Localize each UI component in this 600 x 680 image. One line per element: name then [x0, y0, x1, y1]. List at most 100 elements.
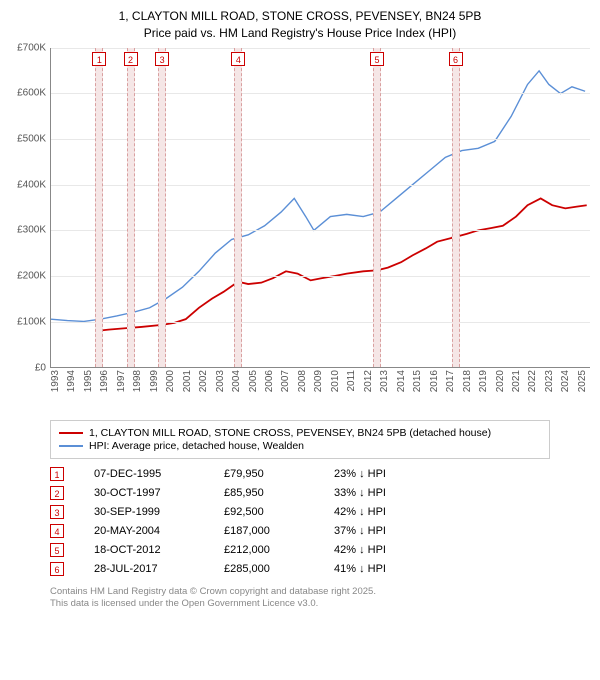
- plot-region: 1 2 3 4 5 6: [50, 48, 590, 368]
- sale-marker-band: [95, 48, 103, 367]
- legend-item: 1, CLAYTON MILL ROAD, STONE CROSS, PEVEN…: [59, 427, 541, 439]
- table-row: 6 28-JUL-2017 £285,000 41% ↓ HPI: [50, 562, 590, 576]
- footer-attribution: Contains HM Land Registry data © Crown c…: [50, 586, 590, 611]
- sale-marker-label: 1: [92, 52, 106, 66]
- title-block: 1, CLAYTON MILL ROAD, STONE CROSS, PEVEN…: [10, 8, 590, 42]
- table-price: £285,000: [224, 563, 304, 575]
- table-row: 5 18-OCT-2012 £212,000 42% ↓ HPI: [50, 543, 590, 557]
- table-marker: 1: [50, 467, 64, 481]
- sale-marker-label: 4: [231, 52, 245, 66]
- title-line-2: Price paid vs. HM Land Registry's House …: [10, 25, 590, 42]
- footer-line-2: This data is licensed under the Open Gov…: [50, 598, 590, 610]
- sale-marker-band: [373, 48, 381, 367]
- table-marker: 3: [50, 505, 64, 519]
- y-tick-label: £100K: [17, 316, 46, 327]
- x-tick-label: 1996: [99, 370, 110, 392]
- y-tick-label: £700K: [17, 42, 46, 53]
- title-line-1: 1, CLAYTON MILL ROAD, STONE CROSS, PEVEN…: [10, 8, 590, 25]
- x-tick-label: 2014: [396, 370, 407, 392]
- table-marker: 4: [50, 524, 64, 538]
- sale-marker-band: [158, 48, 166, 367]
- y-tick-label: £500K: [17, 134, 46, 145]
- x-tick-label: 2021: [511, 370, 522, 392]
- x-tick-label: 2023: [544, 370, 555, 392]
- table-marker: 2: [50, 486, 64, 500]
- table-marker: 5: [50, 543, 64, 557]
- x-tick-label: 2012: [363, 370, 374, 392]
- table-price: £79,950: [224, 468, 304, 480]
- sale-marker-label: 2: [124, 52, 138, 66]
- table-price: £212,000: [224, 544, 304, 556]
- legend-label: HPI: Average price, detached house, Weal…: [89, 440, 304, 452]
- x-axis: 1993199419951996199719981999200020012002…: [50, 370, 590, 418]
- series-price_paid: [99, 198, 586, 330]
- table-diff: 33% ↓ HPI: [334, 487, 434, 499]
- table-row: 4 20-MAY-2004 £187,000 37% ↓ HPI: [50, 524, 590, 538]
- sale-marker-label: 3: [155, 52, 169, 66]
- table-row: 2 30-OCT-1997 £85,950 33% ↓ HPI: [50, 486, 590, 500]
- x-tick-label: 1997: [116, 370, 127, 392]
- table-date: 30-SEP-1999: [94, 506, 194, 518]
- y-tick-label: £600K: [17, 88, 46, 99]
- x-tick-label: 2024: [560, 370, 571, 392]
- chart-container: 1, CLAYTON MILL ROAD, STONE CROSS, PEVEN…: [0, 0, 600, 680]
- x-tick-label: 1999: [149, 370, 160, 392]
- x-tick-label: 2020: [495, 370, 506, 392]
- footer-line-1: Contains HM Land Registry data © Crown c…: [50, 586, 590, 598]
- x-tick-label: 2015: [412, 370, 423, 392]
- sale-marker-band: [452, 48, 460, 367]
- table-date: 07-DEC-1995: [94, 468, 194, 480]
- table-price: £187,000: [224, 525, 304, 537]
- x-tick-label: 2006: [264, 370, 275, 392]
- x-tick-label: 2007: [280, 370, 291, 392]
- x-tick-label: 2011: [346, 370, 357, 392]
- sale-marker-band: [234, 48, 242, 367]
- table-date: 20-MAY-2004: [94, 525, 194, 537]
- y-tick-label: £300K: [17, 225, 46, 236]
- legend-label: 1, CLAYTON MILL ROAD, STONE CROSS, PEVEN…: [89, 427, 491, 439]
- y-tick-label: £200K: [17, 271, 46, 282]
- table-row: 107-DEC-1995£79,95023% ↓ HPI: [50, 467, 590, 481]
- x-tick-label: 2001: [182, 370, 193, 392]
- table-marker: 6: [50, 562, 64, 576]
- legend-swatch: [59, 445, 83, 447]
- x-tick-label: 2013: [379, 370, 390, 392]
- x-tick-label: 2019: [478, 370, 489, 392]
- x-tick-label: 2025: [577, 370, 588, 392]
- table-diff: 42% ↓ HPI: [334, 506, 434, 518]
- table-date: 28-JUL-2017: [94, 563, 194, 575]
- legend: 1, CLAYTON MILL ROAD, STONE CROSS, PEVEN…: [50, 420, 550, 459]
- x-tick-label: 2003: [215, 370, 226, 392]
- x-tick-label: 2008: [297, 370, 308, 392]
- table-price: £85,950: [224, 487, 304, 499]
- sale-marker-band: [127, 48, 135, 367]
- x-tick-label: 2005: [248, 370, 259, 392]
- table-row: 3 30-SEP-1999 £92,500 42% ↓ HPI: [50, 505, 590, 519]
- table-price: £92,500: [224, 506, 304, 518]
- x-tick-label: 2002: [198, 370, 209, 392]
- y-tick-label: £0: [35, 362, 46, 373]
- x-tick-label: 1995: [83, 370, 94, 392]
- table-diff: 37% ↓ HPI: [334, 525, 434, 537]
- legend-item: HPI: Average price, detached house, Weal…: [59, 440, 541, 452]
- table-date: 18-OCT-2012: [94, 544, 194, 556]
- sale-marker-label: 6: [449, 52, 463, 66]
- sale-marker-label: 5: [370, 52, 384, 66]
- x-tick-label: 1993: [50, 370, 61, 392]
- x-tick-label: 1994: [66, 370, 77, 392]
- table-date: 30-OCT-1997: [94, 487, 194, 499]
- y-tick-label: £400K: [17, 179, 46, 190]
- x-tick-label: 2022: [527, 370, 538, 392]
- table-diff: 42% ↓ HPI: [334, 544, 434, 556]
- x-tick-label: 2009: [313, 370, 324, 392]
- x-tick-label: 2004: [231, 370, 242, 392]
- transaction-table: 107-DEC-1995£79,95023% ↓ HPI230-OCT-1997…: [50, 467, 590, 576]
- table-diff: 41% ↓ HPI: [334, 563, 434, 575]
- chart-area: £0£100K£200K£300K£400K£500K£600K£700K 12…: [10, 48, 590, 418]
- x-tick-label: 2018: [462, 370, 473, 392]
- x-tick-label: 1998: [132, 370, 143, 392]
- x-tick-label: 2010: [330, 370, 341, 392]
- legend-swatch: [59, 432, 83, 434]
- x-tick-label: 2016: [429, 370, 440, 392]
- y-axis: £0£100K£200K£300K£400K£500K£600K£700K: [10, 48, 50, 368]
